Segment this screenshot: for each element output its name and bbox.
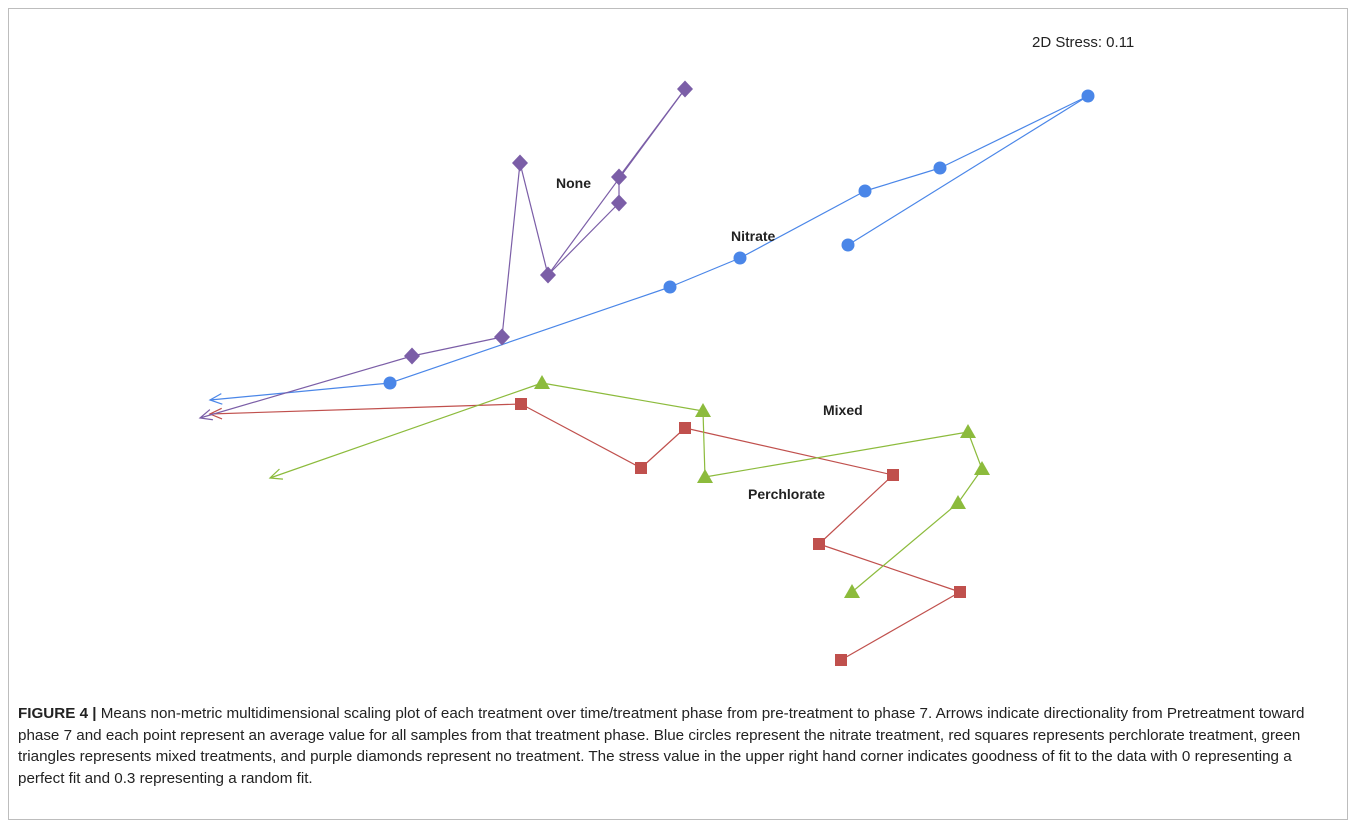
perchlorate-point [954, 586, 966, 598]
series-label-none: None [556, 175, 591, 191]
mixed-point [950, 495, 966, 509]
perchlorate-point [887, 469, 899, 481]
nitrate-segment [939, 95, 1089, 169]
none-segment [547, 202, 620, 276]
nitrate-segment [847, 95, 1089, 246]
none-point [404, 347, 420, 365]
nitrate-segment [389, 286, 671, 384]
mixed-segment [269, 382, 543, 479]
none-point [494, 328, 510, 346]
none-point [512, 154, 528, 172]
perchlorate-segment [840, 591, 961, 661]
mixed-segment [967, 431, 983, 470]
perchlorate-point [813, 538, 825, 550]
series-label-mixed: Mixed [823, 402, 863, 418]
perchlorate-segment [640, 427, 686, 469]
mixed-point [697, 469, 713, 483]
stress-annotation: 2D Stress: 0.11 [1032, 34, 1134, 51]
none-segment [519, 162, 549, 276]
mixed-point [695, 403, 711, 417]
figure-frame [8, 8, 1348, 820]
nitrate-point [383, 376, 397, 390]
mixed-segment [702, 410, 706, 478]
nitrate-segment [739, 190, 866, 259]
none-point [611, 168, 627, 186]
series-label-nitrate: Nitrate [731, 228, 776, 244]
mixed-point [844, 584, 860, 598]
none-point [611, 194, 627, 212]
perchlorate-point [835, 654, 847, 666]
none-arrowhead [198, 409, 213, 421]
nitrate-point [841, 238, 855, 252]
perchlorate-segment [818, 543, 961, 593]
perchlorate-arrowhead [208, 407, 223, 420]
figure-label: FIGURE 4 | [18, 705, 97, 722]
trajectory-lines [198, 88, 1089, 661]
none-segment [411, 336, 503, 357]
nitrate-segment [209, 382, 391, 401]
nitrate-point [663, 280, 677, 294]
perchlorate-point [679, 422, 691, 434]
perchlorate-segment [209, 403, 522, 415]
perchlorate-segment [520, 403, 642, 469]
nitrate-point [733, 251, 747, 265]
caption-text: Means non-metric multidimensional scalin… [18, 705, 1305, 787]
nitrate-segment [669, 257, 741, 288]
nitrate-point [1081, 89, 1095, 103]
none-point [540, 266, 556, 284]
perchlorate-point [635, 462, 647, 474]
none-point [677, 80, 693, 98]
point-markers [383, 80, 1095, 666]
none-segment [501, 162, 521, 338]
labels: 2D Stress: 0.11 None Nitrate Mixed Perch… [556, 34, 1134, 502]
mixed-segment [704, 431, 969, 478]
perchlorate-segment [818, 474, 894, 545]
mixed-point [960, 424, 976, 438]
mixed-point [534, 375, 550, 389]
perchlorate-segment [684, 427, 894, 476]
mixed-segment [851, 502, 959, 593]
nmds-plot: 2D Stress: 0.11 None Nitrate Mixed Perch… [198, 34, 1134, 666]
series-label-perchlorate: Perchlorate [748, 486, 825, 502]
mixed-point [974, 461, 990, 475]
nitrate-arrowhead [208, 393, 223, 405]
perchlorate-point [515, 398, 527, 410]
mixed-segment [541, 382, 704, 412]
none-segment [199, 355, 413, 419]
mixed-arrowhead [268, 468, 284, 480]
figure-caption: FIGURE 4 | Means non-metric multidimensi… [18, 703, 1338, 789]
nitrate-point [858, 184, 872, 198]
nitrate-segment [864, 167, 941, 192]
nitrate-point [933, 161, 947, 175]
